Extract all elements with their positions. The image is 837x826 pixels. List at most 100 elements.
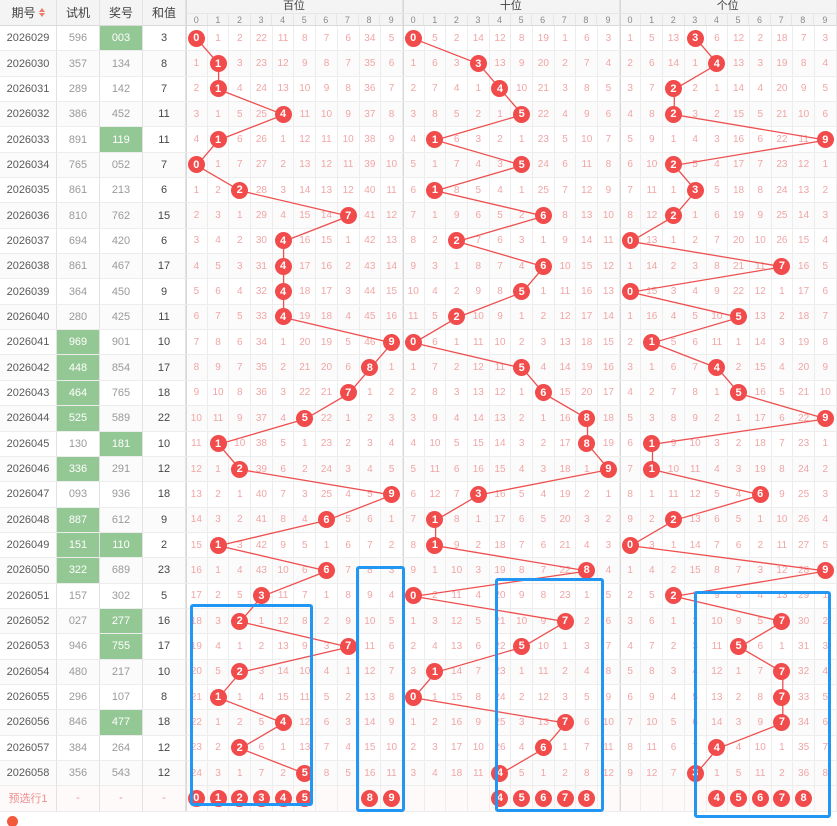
prediction-cell[interactable]: 5 xyxy=(728,786,750,812)
trend-cell: 5 xyxy=(619,406,642,432)
miss-count: 1 xyxy=(562,32,568,44)
trend-cell: 8 xyxy=(402,532,425,559)
miss-count: 8 xyxy=(822,767,829,779)
trend-cell: 4 xyxy=(684,659,707,685)
prediction-cell[interactable]: 7 xyxy=(554,786,577,812)
prediction-circle[interactable]: 6 xyxy=(751,789,769,807)
prediction-circle[interactable]: 3 xyxy=(252,789,270,807)
header-period-sort[interactable]: 期号 xyxy=(0,0,57,26)
period-cell: 2026043 xyxy=(0,380,57,407)
trend-cell: 7 xyxy=(381,76,403,103)
trend-cell: 2 xyxy=(467,532,490,559)
miss-count: 23 xyxy=(255,58,267,70)
trend-cell: 7 xyxy=(749,152,772,179)
prize-value: 425 xyxy=(111,310,131,323)
prediction-cell[interactable]: 3 xyxy=(251,786,273,812)
prediction-cell[interactable]: 8 xyxy=(359,786,382,812)
prediction-cell[interactable] xyxy=(402,786,425,812)
prediction-cell[interactable]: 4 xyxy=(706,786,729,812)
miss-count: 7 xyxy=(388,666,395,678)
prediction-cell[interactable]: 9 xyxy=(381,786,403,812)
prediction-circle[interactable]: 4 xyxy=(708,789,726,807)
miss-count: 3 xyxy=(475,134,482,146)
trend-cell: 9 xyxy=(446,203,468,229)
prediction-circle[interactable]: 2 xyxy=(231,789,249,807)
trend-cell: 3 xyxy=(251,659,273,685)
prediction-cell[interactable]: 6 xyxy=(749,786,772,812)
trend-cell: 0 xyxy=(619,279,642,305)
table-row: 2026051 157 302 5 17 2 5 3 11 7 1 8 9 4 0 2 11 4 20 9 8 23 1 5 2… xyxy=(0,583,837,609)
miss-count: 5 xyxy=(345,514,351,526)
prediction-cell[interactable]: 7 xyxy=(771,786,794,812)
prediction-cell[interactable]: 8 xyxy=(793,786,815,812)
trend-cell: 43 xyxy=(251,558,273,584)
prediction-cell[interactable] xyxy=(424,786,447,812)
miss-count: 1 xyxy=(193,184,200,196)
prediction-cell[interactable]: 8 xyxy=(576,786,599,812)
trend-cell: 2 xyxy=(186,203,208,229)
prediction-circle[interactable]: 5 xyxy=(296,789,314,807)
prediction-cell[interactable] xyxy=(684,786,707,812)
test-cell: 946 xyxy=(57,634,100,660)
miss-count: 4 xyxy=(692,134,698,146)
prediction-circle[interactable]: 6 xyxy=(534,789,552,807)
trend-cell: 12 xyxy=(793,152,815,179)
prediction-cell[interactable]: 4 xyxy=(489,786,512,812)
trend-cell: 3 xyxy=(533,456,555,483)
prediction-circle[interactable]: 4 xyxy=(491,789,509,807)
test-value: 280 xyxy=(68,310,88,323)
prediction-circle[interactable]: 8 xyxy=(578,789,596,807)
trend-cell: 1 xyxy=(207,532,230,559)
miss-count: 9 xyxy=(497,311,503,323)
miss-count: 2 xyxy=(453,32,460,44)
prediction-circle[interactable]: 5 xyxy=(730,789,748,807)
prediction-cell[interactable] xyxy=(619,786,642,812)
miss-count: 10 xyxy=(494,336,506,348)
prediction-circle[interactable]: 4 xyxy=(274,789,292,807)
prediction-circle[interactable]: 9 xyxy=(383,789,401,807)
prediction-cell[interactable] xyxy=(814,786,837,812)
prediction-circle[interactable]: 0 xyxy=(187,789,205,807)
prediction-circle[interactable]: 7 xyxy=(556,789,574,807)
trend-cell: 1 xyxy=(619,26,642,52)
miss-count: 18 xyxy=(190,615,202,627)
trend-cell: 5 xyxy=(229,304,252,331)
miss-count: 6 xyxy=(605,108,612,120)
prediction-cell[interactable] xyxy=(663,786,685,812)
prediction-cell[interactable]: 5 xyxy=(294,786,317,812)
prediction-circle[interactable]: 1 xyxy=(209,789,227,807)
prediction-cell[interactable] xyxy=(446,786,468,812)
trend-cell: 2 xyxy=(533,431,555,457)
prediction-cell[interactable]: 1 xyxy=(207,786,230,812)
miss-count: 43 xyxy=(255,564,267,576)
trend-cell: 4 xyxy=(402,431,425,457)
prediction-cell[interactable]: 4 xyxy=(272,786,295,812)
prediction-cell[interactable]: 0 xyxy=(186,786,208,812)
miss-count: 7 xyxy=(800,32,807,44)
trend-cell: 5 xyxy=(641,26,664,52)
prediction-cell[interactable] xyxy=(598,786,620,812)
prediction-circle[interactable]: 7 xyxy=(773,789,791,807)
trend-cell: 2 xyxy=(446,304,468,331)
miss-count: 9 xyxy=(475,286,482,298)
period-cell: 2026051 xyxy=(0,583,57,609)
test-value: 891 xyxy=(68,133,88,146)
prediction-cell[interactable]: 5 xyxy=(511,786,533,812)
miss-count: 5 xyxy=(540,514,547,526)
miss-count: 16 xyxy=(494,488,506,500)
prediction-cell[interactable]: 2 xyxy=(229,786,252,812)
prediction-circle[interactable]: 5 xyxy=(513,789,531,807)
prediction-circle[interactable]: 8 xyxy=(795,789,813,807)
prediction-cell[interactable] xyxy=(467,786,490,812)
miss-count: 6 xyxy=(735,539,742,551)
miss-count: 12 xyxy=(646,210,658,222)
hit-circle: 6 xyxy=(534,384,552,402)
prediction-cell[interactable] xyxy=(337,786,360,812)
prediction-circle[interactable]: 8 xyxy=(361,789,379,807)
trend-cell: 5 xyxy=(728,304,750,331)
trend-cell: 4 xyxy=(706,456,729,483)
prediction-cell[interactable] xyxy=(641,786,664,812)
hit-circle: 0 xyxy=(404,587,422,605)
prediction-cell[interactable]: 6 xyxy=(533,786,555,812)
prediction-cell[interactable] xyxy=(316,786,338,812)
